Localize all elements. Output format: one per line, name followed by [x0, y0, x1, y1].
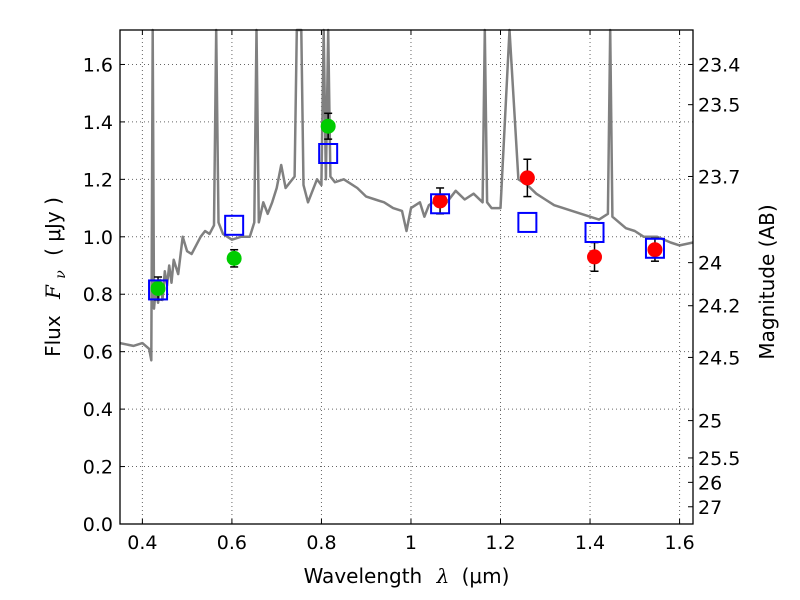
y-tick-label: 0.2: [83, 457, 113, 479]
model-point: [148, 279, 169, 301]
model-point: [517, 211, 538, 233]
x-tick-label: 0.8: [306, 532, 336, 554]
y-tick-label: 0.8: [83, 284, 113, 306]
grid: [120, 30, 693, 525]
model-point: [430, 193, 451, 215]
y-axis-title-text: Flux: [41, 315, 65, 357]
y-tick-label: 1.4: [83, 112, 113, 134]
plot-frame: [119, 29, 694, 525]
spectrum-line: [119, 28, 694, 362]
right-axis-tick-label: 23.7: [698, 166, 740, 188]
data-point: [150, 280, 166, 296]
x-tick-label: 1: [405, 532, 417, 554]
y-tick-label: 1.2: [83, 169, 113, 191]
x-tick-label: 1.4: [575, 532, 605, 554]
x-tick-label: 1.6: [664, 532, 694, 554]
data-point: [647, 242, 663, 258]
y-tick-label: 1.6: [83, 54, 113, 76]
y-axis-title-symbol: F: [41, 284, 65, 300]
data-point: [587, 249, 603, 265]
model-point: [584, 221, 605, 243]
x-axis-title-text: Wavelength: [304, 564, 423, 588]
right-axis-tick-label: 24: [698, 253, 722, 275]
data-point: [226, 250, 242, 266]
spectrum-layer: [119, 28, 694, 362]
data-point: [320, 118, 336, 134]
model-point: [224, 214, 245, 236]
y-axis-title-subscript: ν: [53, 270, 69, 279]
y-tick-label: 0.0: [83, 514, 113, 536]
right-axis-tick-label: 25.5: [698, 448, 740, 470]
x-tick-label: 0.6: [217, 532, 247, 554]
right-axis-tick-label: 24.2: [698, 296, 740, 318]
right-axis-tick-label: 24.5: [698, 347, 740, 369]
data-point: [432, 193, 448, 209]
right-axis-tick-label: 23.4: [698, 54, 740, 76]
x-tick-label: 0.4: [127, 532, 157, 554]
x-axis-title-unit: (μm): [462, 564, 510, 588]
model-point: [318, 143, 339, 164]
data-point: [519, 170, 535, 186]
x-axis-title: Wavelength λ (μm): [304, 564, 510, 588]
ticks: 0.4 0.6 0.8 1 1.2 1.4 1.6 0.0 0.2 0.4 0.6 0.8 1.0 1.2…: [83, 30, 740, 554]
model-point: [644, 237, 665, 259]
x-tick-label: 1.2: [485, 532, 515, 554]
y-axis-title: Flux F ν ( μJy ): [41, 197, 70, 357]
y-axis-title-unit: ( μJy ): [41, 197, 65, 256]
markers-layer: [148, 112, 665, 301]
right-axis-tick-label: 23.5: [698, 95, 740, 117]
right-axis-tick-label: 25: [698, 411, 722, 433]
right-axis-title: Magnitude (AB): [755, 204, 779, 359]
right-axis-tick-label: 27: [698, 497, 722, 519]
y-tick-label: 0.4: [83, 399, 113, 421]
y-tick-label: 0.6: [83, 342, 113, 364]
right-axis-tick-label: 26: [698, 472, 722, 494]
y-tick-label: 1.0: [83, 227, 113, 249]
x-axis-title-symbol: λ: [436, 564, 450, 588]
